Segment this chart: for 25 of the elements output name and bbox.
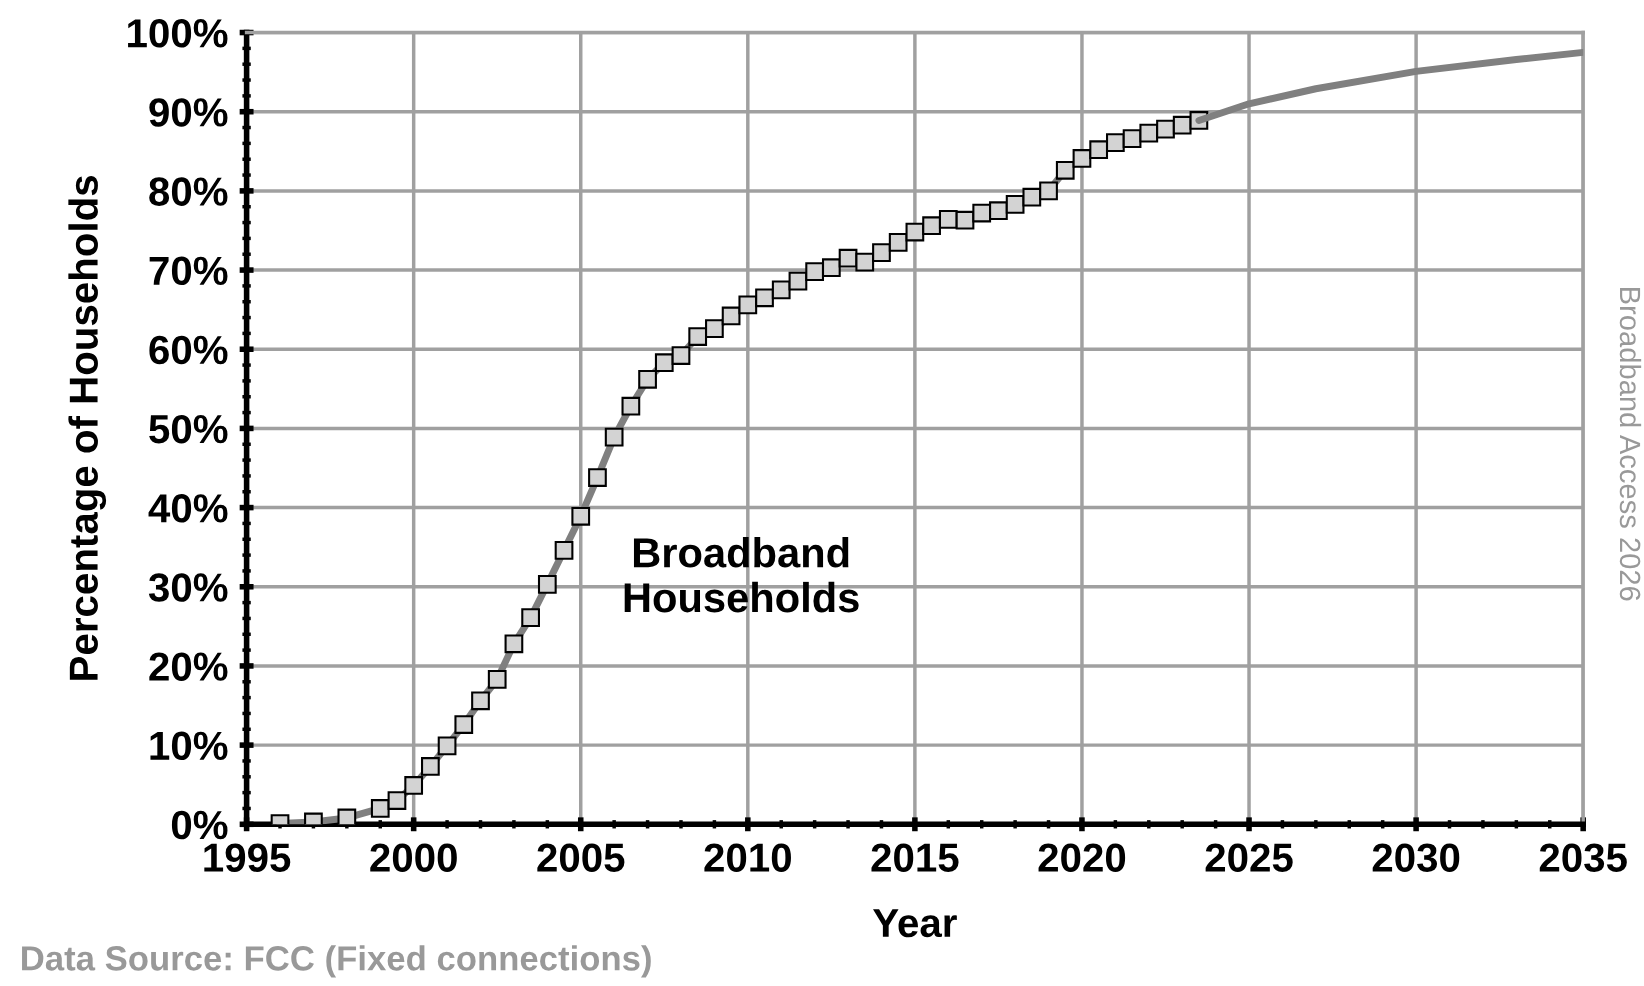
- y-tick-label: 30%: [148, 573, 228, 602]
- x-tick-label: 2025: [1205, 843, 1293, 872]
- y-tick-label: 90%: [149, 98, 228, 127]
- x-tick-label: 2010: [704, 843, 791, 872]
- y-tick-label: 0%: [171, 810, 228, 840]
- x-tick-label: 2035: [1539, 843, 1627, 872]
- y-tick-label: 70%: [149, 256, 228, 286]
- text: Broadband Access 2026: [1619, 288, 1642, 601]
- x-tick-label: 2020: [1038, 843, 1126, 872]
- x-tick-label: 1995: [204, 843, 291, 872]
- annotation: Broadband Households: [624, 536, 859, 613]
- x-tick-label: 2030: [1372, 843, 1460, 872]
- x-tick-label: 2015: [871, 843, 959, 872]
- y-tick-label: 80%: [149, 177, 228, 206]
- y-tick-label: 50%: [149, 414, 228, 444]
- y-tick-label: 100%: [128, 19, 228, 48]
- source-note: Data Source: FCC (Fixed connections): [22, 945, 651, 978]
- y-tick-label: 40%: [148, 494, 228, 523]
- x-tick-label: 2005: [537, 843, 625, 872]
- y-axis-title: Percentage of Households: [68, 176, 107, 680]
- x-axis-title: Year: [873, 909, 957, 938]
- y-tick-label: 60%: [149, 335, 228, 365]
- x-tick-label: 2000: [370, 843, 457, 872]
- y-tick-label: 10%: [150, 731, 228, 761]
- y-tick-label: 20%: [149, 652, 228, 681]
